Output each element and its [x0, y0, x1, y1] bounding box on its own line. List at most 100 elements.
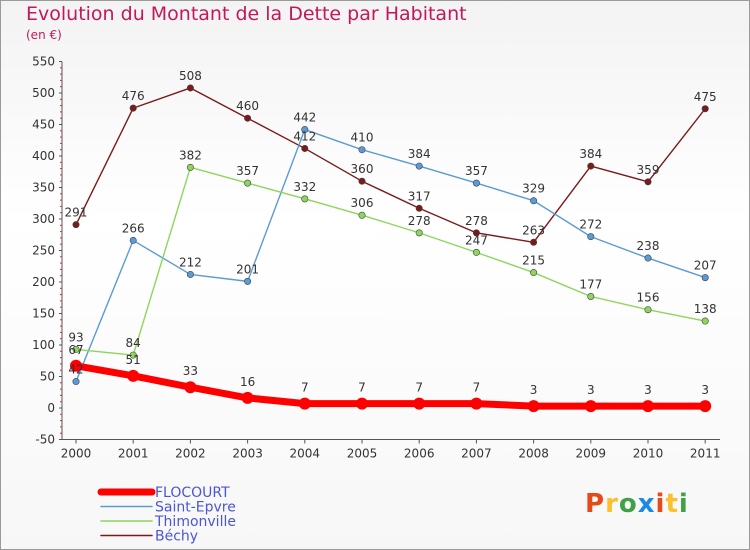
data-label: 329: [522, 182, 545, 196]
data-point: [72, 345, 80, 353]
data-point: [587, 292, 595, 300]
data-label: 306: [351, 196, 374, 210]
data-point: [587, 162, 595, 170]
data-label: 247: [465, 233, 488, 247]
x-tick-label: 2004: [290, 447, 321, 461]
data-label: 357: [236, 164, 259, 178]
data-label: 7: [358, 381, 366, 395]
logo-letter: i: [678, 489, 689, 519]
data-point: [244, 114, 252, 122]
x-tick-label: 2010: [633, 447, 664, 461]
legend-label: Saint-Epvre: [155, 500, 236, 516]
data-label: 278: [408, 214, 431, 228]
data-point: [644, 254, 652, 262]
data-point: [301, 144, 309, 152]
data-point: [701, 317, 709, 325]
data-label: 93: [68, 330, 83, 344]
x-tick-label: 2006: [404, 447, 435, 461]
data-label: 317: [408, 189, 431, 203]
data-label: 460: [236, 99, 259, 113]
legend-label: FLOCOURT: [155, 485, 230, 501]
data-label: 357: [465, 164, 488, 178]
data-point: [72, 221, 80, 229]
data-point: [186, 270, 194, 278]
data-label: 51: [126, 353, 141, 367]
data-point: [530, 238, 538, 246]
data-point: [472, 248, 480, 256]
data-point: [186, 84, 194, 92]
proxiti-logo: Proxiti: [585, 489, 689, 519]
data-label: 410: [351, 131, 374, 145]
data-label: 67: [68, 343, 83, 357]
data-label: 215: [522, 254, 545, 268]
data-point: [642, 400, 654, 413]
y-tick-label: 250: [32, 244, 55, 258]
data-point: [358, 177, 366, 185]
data-point: [129, 104, 137, 112]
legend-label: Béchy: [155, 529, 198, 545]
y-tick-label: 350: [32, 181, 55, 195]
data-point: [587, 233, 595, 241]
logo-letter: P: [585, 489, 606, 519]
data-label: 156: [637, 291, 660, 305]
data-label: 138: [694, 302, 717, 316]
data-point: [298, 397, 311, 410]
y-tick-label: 450: [32, 118, 55, 132]
data-point: [701, 274, 709, 282]
y-tick-label: -50: [35, 433, 55, 447]
y-tick-label: 0: [47, 401, 55, 415]
data-label: 384: [579, 147, 602, 161]
data-label: 384: [408, 147, 431, 161]
series-line-flocourt: [72, 362, 709, 410]
data-point: [241, 391, 254, 404]
data-label: 263: [522, 223, 545, 237]
y-tick-label: 500: [32, 86, 55, 100]
data-label: 238: [637, 239, 660, 253]
logo-letter: r: [605, 489, 619, 519]
data-label: 3: [644, 383, 652, 397]
data-point: [186, 163, 194, 171]
data-point: [301, 195, 309, 203]
data-label: 359: [637, 163, 660, 177]
data-label: 360: [351, 162, 374, 176]
data-point: [301, 126, 309, 134]
data-point: [356, 397, 368, 410]
series-line-saint-epvre: [75, 128, 706, 383]
logo-letter: o: [618, 489, 638, 519]
data-point: [415, 204, 423, 212]
data-label: 7: [473, 381, 481, 395]
data-point: [701, 105, 709, 113]
y-tick-label: 300: [32, 212, 55, 226]
data-point: [644, 178, 652, 186]
data-label: 3: [587, 383, 595, 397]
x-tick-label: 2011: [690, 447, 721, 461]
data-label: 278: [465, 214, 488, 228]
data-point: [584, 400, 597, 413]
data-label: 201: [236, 262, 259, 276]
series-line-thimonville: [75, 166, 706, 356]
y-tick-label: 200: [32, 275, 55, 289]
data-label: 382: [179, 148, 202, 162]
data-point: [244, 277, 252, 285]
x-tick-label: 2002: [175, 447, 206, 461]
data-label: 476: [122, 89, 145, 103]
legend-label: Thimonville: [154, 514, 236, 530]
data-point: [699, 400, 712, 413]
chart-axes: -50 0 50 100 150 200 250 300 350 400 450 500 550 2000…: [32, 55, 720, 461]
x-tick-label: 2007: [461, 447, 492, 461]
data-labels-layer: 2914765084604123603172782633843594754226…: [65, 69, 717, 397]
x-tick-label: 2000: [61, 447, 92, 461]
data-label: 3: [701, 383, 709, 397]
data-label: 7: [415, 381, 423, 395]
data-label: 207: [694, 259, 717, 273]
y-tick-label: 50: [40, 370, 55, 384]
data-label: 84: [126, 336, 141, 350]
data-label: 475: [694, 90, 717, 104]
data-point: [644, 306, 652, 314]
x-tick-label: 2001: [118, 447, 149, 461]
data-point: [472, 229, 480, 237]
data-point: [358, 211, 366, 219]
